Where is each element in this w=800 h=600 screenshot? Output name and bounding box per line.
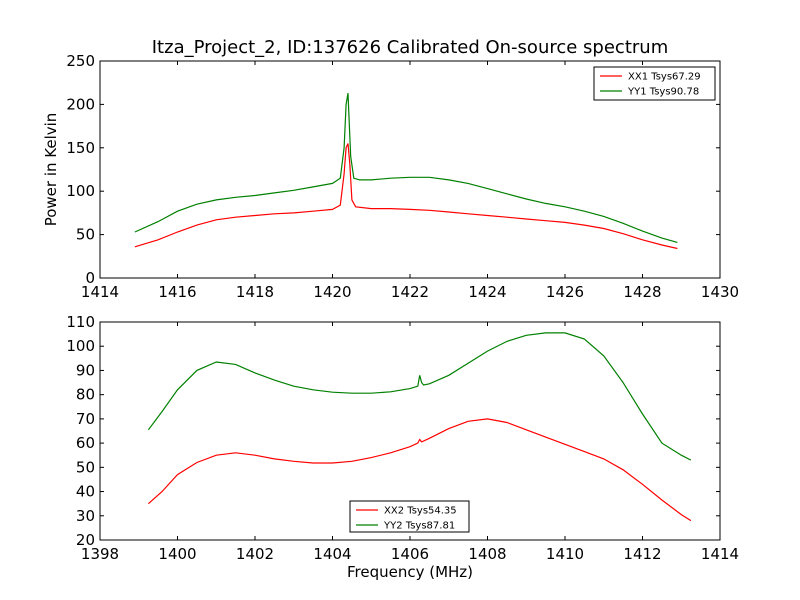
panel-1: 1414 1416 1418 1420 1422 1424 1426 1428 1430 0 50 1… [42, 52, 739, 301]
legend: XX2 Tsys54.35 YY2 Tsys87.81 [349, 500, 470, 533]
x-tick-label: 1410 [546, 545, 584, 563]
y-tick-label: 60 [76, 434, 95, 452]
x-tick-label: 1416 [158, 283, 196, 301]
x-tick-label: 1420 [313, 283, 351, 301]
x-tick-label: 1414 [701, 545, 739, 563]
legend-label: YY2 Tsys87.81 [383, 521, 455, 532]
y-tick-label: 150 [66, 139, 95, 157]
x-tick-label: 1422 [391, 283, 429, 301]
y-axis-label: Power in Kelvin [42, 113, 60, 227]
x-tick-label: 1424 [468, 283, 506, 301]
x-axis-label: Frequency (MHz) [347, 563, 473, 581]
x-tick-label: 1402 [236, 545, 274, 563]
series-line-2-2 [147, 332, 692, 461]
x-tick-label: 1400 [158, 545, 196, 563]
y-tick-label: 100 [66, 337, 95, 355]
x-tick-label: 1430 [701, 283, 739, 301]
series-line-1-2 [134, 93, 678, 243]
y-tick-label: 20 [76, 531, 95, 549]
x-tick-label: 1418 [236, 283, 274, 301]
x-tick-label: 1404 [313, 545, 351, 563]
legend-label: XX1 Tsys67.29 [628, 72, 701, 83]
x-tick-label: 1412 [623, 545, 661, 563]
series-line-1-1 [134, 143, 678, 250]
legend-label: YY1 Tsys90.78 [627, 87, 699, 98]
x-tick-label: 1426 [546, 283, 584, 301]
y-tick-label: 250 [66, 52, 95, 70]
x-tick-label: 1414 [81, 283, 119, 301]
legend-label: XX2 Tsys54.35 [384, 506, 457, 517]
y-tick-label: 50 [76, 458, 95, 476]
series-line-2-1 [148, 418, 692, 522]
x-tick-label: 1428 [623, 283, 661, 301]
y-tick-label: 90 [76, 361, 95, 379]
y-tick-label: 30 [76, 507, 95, 525]
y-tick-label: 80 [76, 386, 95, 404]
y-tick-label: 110 [66, 313, 95, 331]
chart-title: Itza_Project_2, ID:137626 Calibrated On-… [152, 37, 668, 58]
y-tick-label: 0 [85, 269, 95, 287]
legend-box [593, 66, 716, 101]
y-tick-label: 50 [76, 226, 95, 244]
y-tick-label: 40 [76, 483, 95, 501]
panel-2: 1398 1400 1402 1404 1406 1408 1410 1412 1414 20 30… [66, 313, 739, 581]
legend-box [349, 500, 470, 533]
legend: XX1 Tsys67.29 YY1 Tsys90.78 [593, 66, 716, 101]
x-tick-label: 1398 [81, 545, 119, 563]
y-tick-label: 200 [66, 95, 95, 113]
x-tick-label: 1406 [391, 545, 429, 563]
y-tick-label: 100 [66, 182, 95, 200]
y-tick-label: 70 [76, 410, 95, 428]
x-tick-label: 1408 [468, 545, 506, 563]
